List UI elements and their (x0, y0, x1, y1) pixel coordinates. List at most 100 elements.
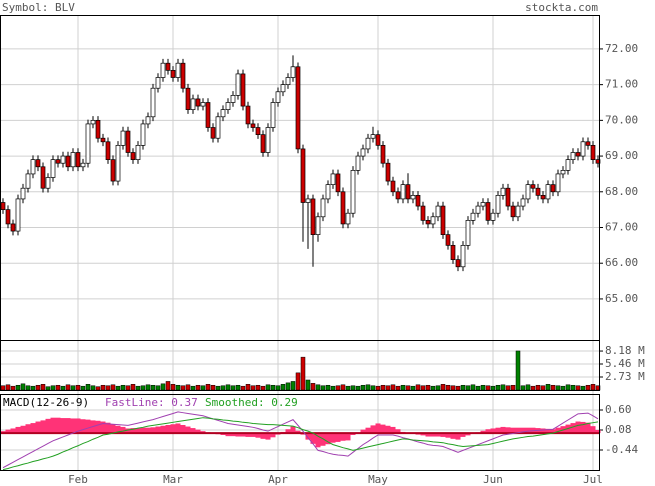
macd-histogram-bar (140, 427, 146, 434)
volume-bar (90, 385, 96, 391)
macd-histogram-bar (5, 429, 11, 434)
macd-histogram-bar (125, 428, 131, 434)
candle-body (110, 159, 116, 182)
volume-bar (580, 385, 586, 391)
candle-body (410, 195, 416, 200)
candle-body (140, 123, 146, 146)
macd-histogram-bar (105, 422, 111, 434)
candle-body (565, 159, 571, 171)
volume-bar (50, 385, 56, 391)
macd-histogram-bar (540, 428, 546, 434)
volume-bar (45, 386, 51, 391)
volume-bar (410, 385, 416, 391)
volume-bar (415, 384, 421, 391)
candle-body (270, 102, 276, 128)
volume-bar (40, 384, 46, 391)
candle-body (460, 245, 466, 268)
macd-histogram-bar (165, 425, 171, 434)
legend-entry: Smoothed: 0.29 (205, 396, 298, 409)
macd-histogram-bar (290, 426, 296, 434)
candle-body (580, 141, 586, 157)
macd-histogram-bar (500, 426, 506, 434)
volume-bar (115, 385, 121, 391)
candle-body (55, 159, 61, 164)
macd-histogram-bar (425, 433, 431, 437)
volume-bar (70, 385, 76, 391)
macd-histogram-bar (40, 420, 46, 434)
volume-bar (235, 384, 241, 391)
volume-bar (380, 384, 386, 391)
volume-bar (215, 385, 221, 391)
candle-body (145, 116, 151, 125)
candle-body (150, 87, 156, 118)
volume-bar (590, 384, 596, 391)
candle-body (415, 195, 421, 207)
candle-body (465, 220, 471, 246)
candle-body (310, 198, 316, 235)
volume-bar (255, 384, 261, 391)
candle-body (265, 127, 271, 153)
volume-bar (30, 385, 36, 391)
volume-bar (135, 385, 141, 391)
volume-bar (295, 372, 301, 391)
macd-histogram-bar (225, 433, 231, 437)
volume-bar (575, 385, 581, 391)
macd-histogram-bar (580, 421, 586, 434)
volume-bar (155, 385, 161, 391)
volume-bar (75, 384, 81, 391)
macd-histogram-bar (440, 433, 446, 437)
macd-histogram-bar (285, 429, 291, 434)
candle-body (470, 212, 476, 221)
volume-bar (165, 381, 171, 391)
candle-body (420, 205, 426, 221)
candle-body (235, 73, 241, 96)
macd-histogram-bar (550, 429, 556, 434)
volume-bar (540, 385, 546, 391)
volume-bar (285, 382, 291, 391)
macd-histogram-bar (175, 423, 181, 434)
candle-body (560, 170, 566, 175)
candle-body (440, 205, 446, 235)
macd-histogram-bar (435, 433, 441, 437)
candle-body (85, 123, 91, 164)
legend-entry: FastLine: 0.37 (105, 396, 198, 409)
volume-bar (560, 385, 566, 391)
volume-bar (110, 384, 116, 391)
volume-bar (325, 384, 331, 391)
volume-bar (370, 385, 376, 391)
volume-bar (175, 384, 181, 391)
volume-bar (375, 385, 381, 391)
y-tick-label: 65.00 (605, 292, 638, 305)
volume-bar (205, 384, 211, 391)
macd-histogram-bar (50, 417, 56, 434)
macd-histogram-bar (95, 420, 101, 434)
candle-body (500, 187, 506, 196)
macd-histogram-bar (20, 425, 26, 434)
volume-bar (130, 384, 136, 391)
macd-histogram-bar (15, 426, 21, 434)
volume-bar (320, 385, 326, 391)
macd-histogram-bar (130, 428, 136, 434)
volume-bar (225, 384, 231, 391)
candle-body (520, 198, 526, 207)
candle-body (390, 180, 396, 193)
y-tick-label: 68.00 (605, 185, 638, 198)
candle-body (5, 209, 11, 225)
candle-body (510, 205, 516, 218)
macd-histogram-bar (120, 426, 126, 434)
candle-body (260, 134, 266, 153)
candle-body (180, 62, 186, 89)
candle-body (335, 173, 341, 193)
candle-body (90, 120, 96, 125)
y-tick-label: -0.44 (605, 443, 638, 456)
candle-body (375, 134, 381, 146)
volume-bar (0, 385, 6, 391)
candle-body (315, 216, 321, 235)
macd-histogram-bar (545, 428, 551, 434)
candle-body (245, 105, 251, 125)
candle-body (185, 87, 191, 110)
volume-bar (170, 384, 176, 391)
candle-body (60, 155, 66, 164)
macd-histogram-bar (185, 426, 191, 434)
macd-title: MACD(12-26-9) (3, 396, 89, 409)
